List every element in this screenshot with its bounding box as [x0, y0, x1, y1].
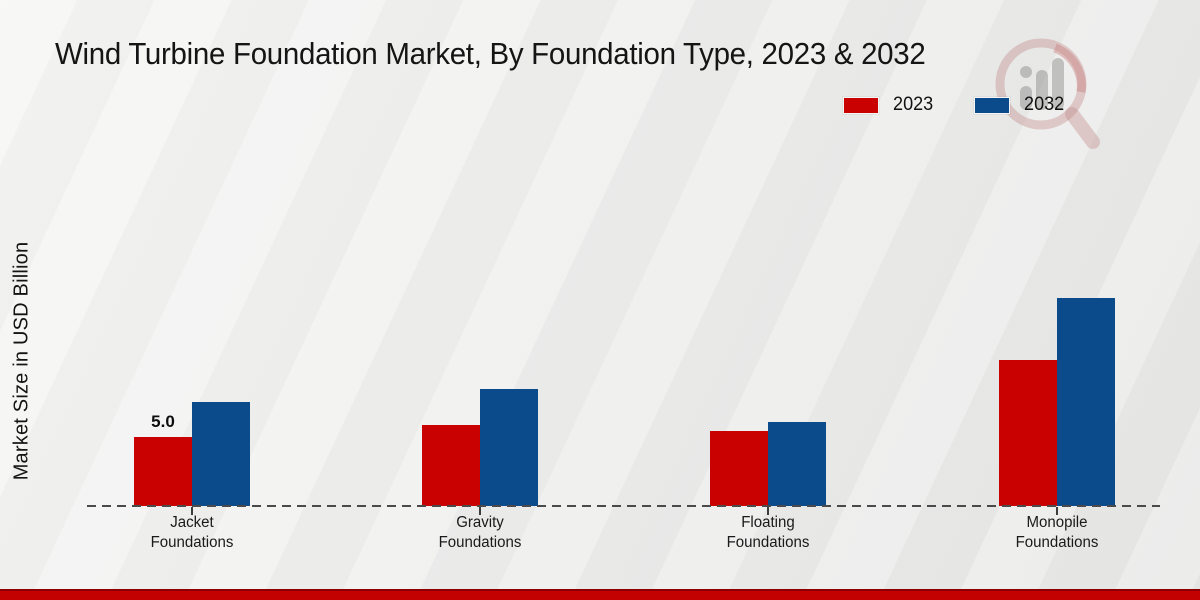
x-axis-tick-gravity-foundations — [479, 507, 481, 515]
bar-group-jacket-foundations: 5.0 — [134, 402, 250, 506]
x-axis-label-gravity-foundations: Gravity Foundations — [438, 514, 522, 551]
bar-2023-jacket-foundations: 5.0 — [134, 412, 192, 506]
bar-group-floating-foundations — [710, 422, 826, 506]
legend: 2023 2032 — [843, 94, 1066, 116]
legend-swatch-2032 — [974, 96, 1011, 114]
x-axis-tick-jacket-foundations — [191, 507, 193, 515]
legend-item-2032: 2032 — [974, 94, 1065, 116]
x-axis-tick-monopile-foundations — [1056, 507, 1058, 515]
chart-title: Wind Turbine Foundation Market, By Found… — [55, 36, 926, 71]
x-axis-tick-floating-foundations — [767, 507, 769, 515]
x-axis-baseline — [87, 505, 1160, 507]
bar-2032-monopile-foundations — [1057, 298, 1115, 506]
legend-item-2023: 2023 — [843, 94, 934, 116]
bar-2023-monopile-foundations — [999, 360, 1057, 506]
legend-swatch-2023 — [843, 96, 879, 114]
bar-group-gravity-foundations — [422, 389, 538, 506]
bar-2023-floating-foundations — [710, 431, 768, 506]
footer-accent-bar — [0, 589, 1200, 600]
legend-label-2032: 2032 — [1024, 94, 1065, 115]
bar-2032-floating-foundations — [768, 422, 826, 506]
bar-2023-gravity-foundations — [422, 425, 480, 506]
magnifier-bar-chart-logo-icon — [995, 38, 1100, 149]
x-axis-label-floating-foundations: Floating Foundations — [726, 514, 810, 551]
bar-2032-jacket-foundations — [192, 402, 250, 506]
bar-group-monopile-foundations — [999, 298, 1115, 506]
bar-value-label-2023-jacket-foundations: 5.0 — [151, 412, 175, 431]
bar-2032-gravity-foundations — [480, 389, 538, 506]
x-axis-label-monopile-foundations: Monopile Foundations — [1015, 514, 1099, 551]
legend-label-2023: 2023 — [893, 94, 934, 115]
x-axis-label-jacket-foundations: Jacket Foundations — [150, 514, 234, 551]
